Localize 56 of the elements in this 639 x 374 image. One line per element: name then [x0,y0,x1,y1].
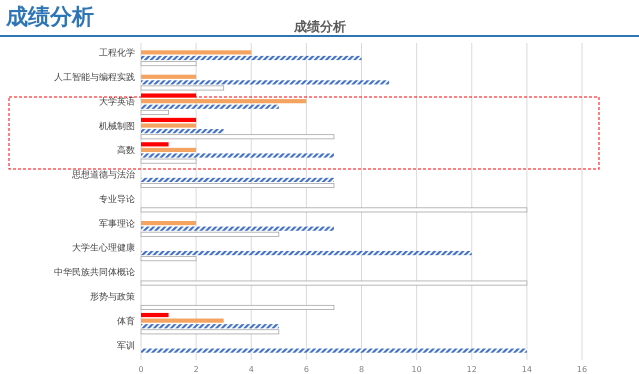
bar [140,280,528,286]
bar [141,318,224,323]
bar [141,153,334,158]
x-tick-label: 0 [138,365,144,374]
x-tick-label: 16 [576,365,588,374]
y-tick-label: 中华民族共同体概论 [54,267,135,278]
x-tick-label: 2 [194,365,199,374]
y-tick-label: 军训 [117,340,135,352]
y-tick-label: 军事理论 [99,218,135,230]
x-tick-label: 4 [248,365,254,374]
y-tick-label: 高数 [117,145,135,156]
bar [141,348,527,353]
bar [141,123,196,128]
bar [140,304,334,310]
bar [141,250,472,256]
bar [141,178,334,182]
x-tick-label: 10 [412,365,422,374]
chart-subtitle: 成绩分析 [293,20,346,35]
bar [141,104,279,109]
y-tick-label: 形势与政策 [90,291,135,303]
bar [140,158,197,164]
x-tick-label: 8 [358,365,364,374]
bar [141,56,362,60]
bar [140,61,197,66]
bar [141,50,252,54]
bar [140,85,224,90]
y-tick-label: 机械制图 [99,120,135,132]
y-tick-label: 大学生心理健康 [72,242,135,254]
bar [140,329,280,334]
bar [140,232,280,237]
bar [141,148,196,152]
bar [140,110,169,115]
y-tick-label: 人工智能与编程实践 [54,72,135,84]
bar [140,183,334,188]
bar [141,99,306,104]
chart-title: 成绩分析 [5,5,94,30]
bar [141,74,196,79]
bar [141,142,169,146]
bar [141,129,224,134]
y-tick-label: 专业导论 [99,194,135,205]
bar [141,118,196,122]
x-tick-label: 14 [522,365,532,374]
y-tick-label: 体育 [117,316,135,327]
x-tick-label: 12 [466,365,477,374]
bar [140,207,528,212]
x-tick-label: 6 [304,365,309,374]
y-tick-label: 工程化学 [99,48,135,59]
bar [140,256,197,262]
bar [141,312,169,318]
y-tick-label: 大学英语 [99,96,135,108]
bar [141,80,390,84]
bar [141,226,334,231]
bar [141,220,196,226]
bar [141,324,279,328]
y-tick-label: 思想道德与法治 [71,170,135,181]
bar [140,134,334,140]
